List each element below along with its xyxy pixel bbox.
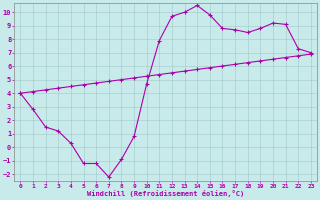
X-axis label: Windchill (Refroidissement éolien,°C): Windchill (Refroidissement éolien,°C) — [87, 190, 244, 197]
